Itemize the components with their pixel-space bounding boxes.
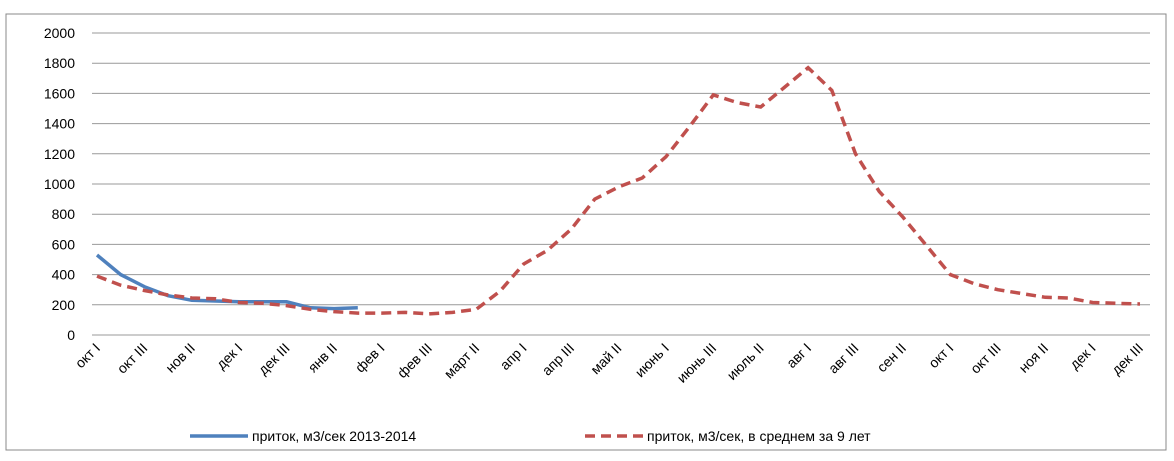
- legend-label: приток, м3/сек, в среднем за 9 лет: [647, 428, 871, 444]
- series-line: [96, 65, 1141, 316]
- chart-frame: [5, 13, 1167, 451]
- y-tick-label: 1800: [44, 55, 75, 71]
- y-tick-label: 1400: [44, 116, 75, 132]
- y-tick-label: 1200: [44, 146, 75, 162]
- y-tick-label: 400: [52, 267, 76, 283]
- y-tick-label: 2000: [44, 25, 75, 41]
- y-tick-label: 1600: [44, 85, 75, 101]
- y-tick-label: 200: [52, 297, 76, 313]
- y-tick-label: 800: [52, 206, 76, 222]
- legend-label: приток, м3/сек 2013-2014: [252, 428, 416, 444]
- y-tick-label: 0: [67, 327, 75, 343]
- y-tick-label: 600: [52, 236, 76, 252]
- y-tick-label: 1000: [44, 176, 75, 192]
